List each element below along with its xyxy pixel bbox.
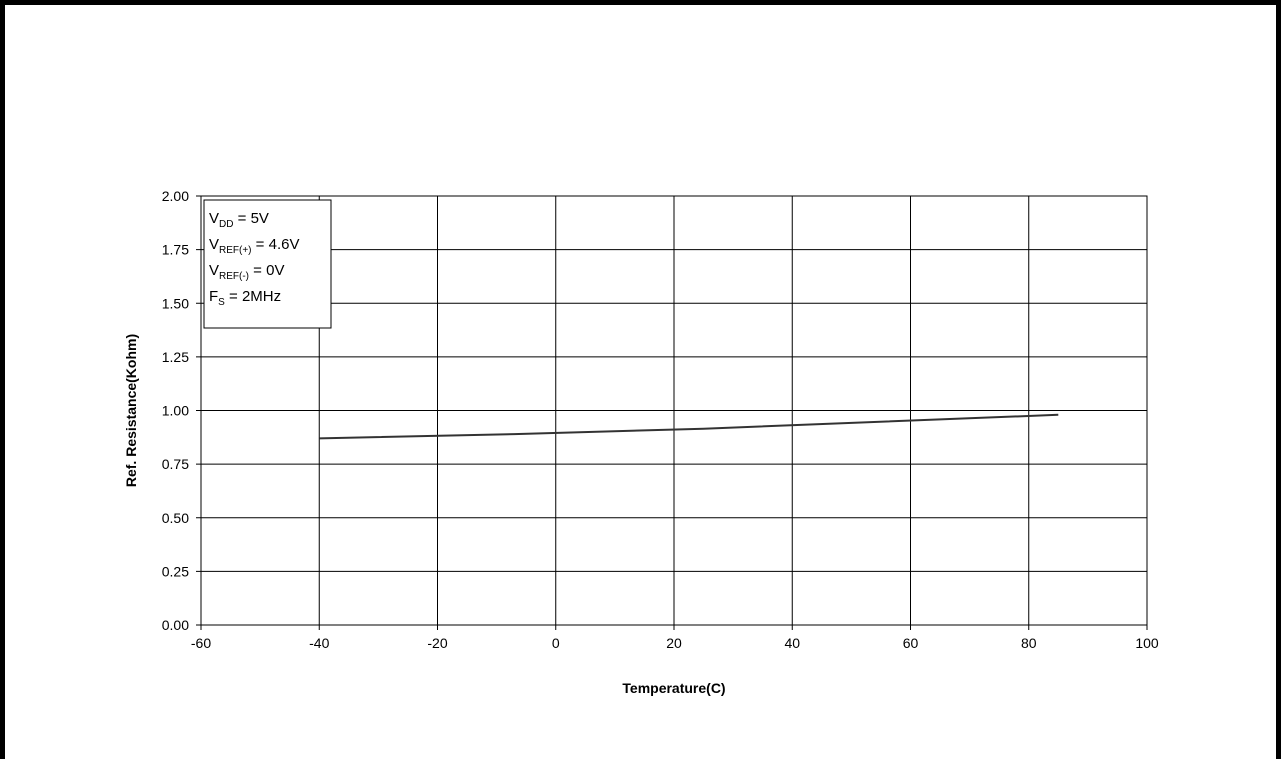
x-tick-label: 40 bbox=[784, 635, 800, 651]
x-tick-label: 80 bbox=[1021, 635, 1037, 651]
legend-subscript: S bbox=[218, 297, 225, 308]
grid bbox=[200, 195, 1148, 626]
y-tick-label: 2.00 bbox=[162, 188, 189, 204]
legend-value: = 0V bbox=[249, 262, 284, 279]
tick-labels: -60 -40 -20 0 20 40 60 80 100 0.00 0.25 0.50 0.75 1.0… bbox=[162, 188, 1159, 651]
y-tick-label: 0.50 bbox=[162, 510, 189, 526]
series-line bbox=[319, 413, 1059, 440]
y-axis-title: Ref. Resistance(Kohm) bbox=[123, 334, 139, 487]
legend-symbol: V bbox=[209, 210, 219, 227]
legend-subscript: DD bbox=[219, 219, 233, 230]
x-tick-label: 20 bbox=[666, 635, 682, 651]
series bbox=[319, 413, 1059, 440]
legend-symbol: F bbox=[209, 288, 218, 305]
legend-box bbox=[203, 199, 332, 329]
y-tick-label: 1.25 bbox=[162, 349, 189, 365]
legend-symbol: V bbox=[209, 236, 219, 253]
x-tick-label: 60 bbox=[903, 635, 919, 651]
x-tick-label: -20 bbox=[427, 635, 447, 651]
legend-value: = 4.6V bbox=[252, 236, 300, 253]
legend-line: VREF(+) = 4.6V bbox=[209, 236, 299, 256]
y-tick-label: 0.25 bbox=[162, 563, 189, 579]
legend-line: VREF(-) = 0V bbox=[209, 262, 284, 282]
legend-subscript: REF(+) bbox=[219, 245, 252, 256]
x-tick-label: 0 bbox=[552, 635, 560, 651]
legend-value: = 5V bbox=[233, 210, 268, 227]
legend-line: FS = 2MHz bbox=[209, 288, 281, 308]
y-tick-label: 1.75 bbox=[162, 242, 189, 258]
x-tick-label: 100 bbox=[1135, 635, 1159, 651]
legend-line: VDD = 5V bbox=[209, 210, 269, 230]
x-axis-title: Temperature(C) bbox=[622, 680, 725, 696]
y-tick-label: 0.00 bbox=[162, 617, 189, 633]
legend-symbol: V bbox=[209, 262, 219, 279]
legend-subscript: REF(-) bbox=[219, 271, 249, 282]
y-tick-label: 1.00 bbox=[162, 403, 189, 419]
x-tick-label: -60 bbox=[191, 635, 211, 651]
x-tick-label: -40 bbox=[309, 635, 329, 651]
y-tick-label: 1.50 bbox=[162, 295, 189, 311]
legend-value: = 2MHz bbox=[225, 288, 281, 305]
y-tick-label: 0.75 bbox=[162, 456, 189, 472]
